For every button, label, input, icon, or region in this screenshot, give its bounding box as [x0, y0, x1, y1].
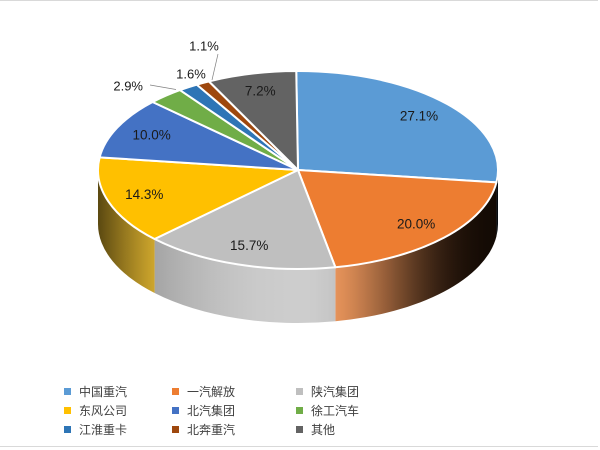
- svg-text:2.9%: 2.9%: [113, 78, 143, 93]
- svg-text:1.1%: 1.1%: [189, 38, 219, 53]
- svg-text:1.6%: 1.6%: [176, 66, 206, 81]
- svg-text:27.1%: 27.1%: [400, 108, 438, 123]
- svg-text:10.0%: 10.0%: [132, 127, 170, 142]
- svg-text:14.3%: 14.3%: [125, 187, 163, 202]
- svg-text:20.0%: 20.0%: [397, 216, 435, 231]
- svg-text:7.2%: 7.2%: [245, 84, 276, 99]
- svg-text:15.7%: 15.7%: [230, 238, 268, 253]
